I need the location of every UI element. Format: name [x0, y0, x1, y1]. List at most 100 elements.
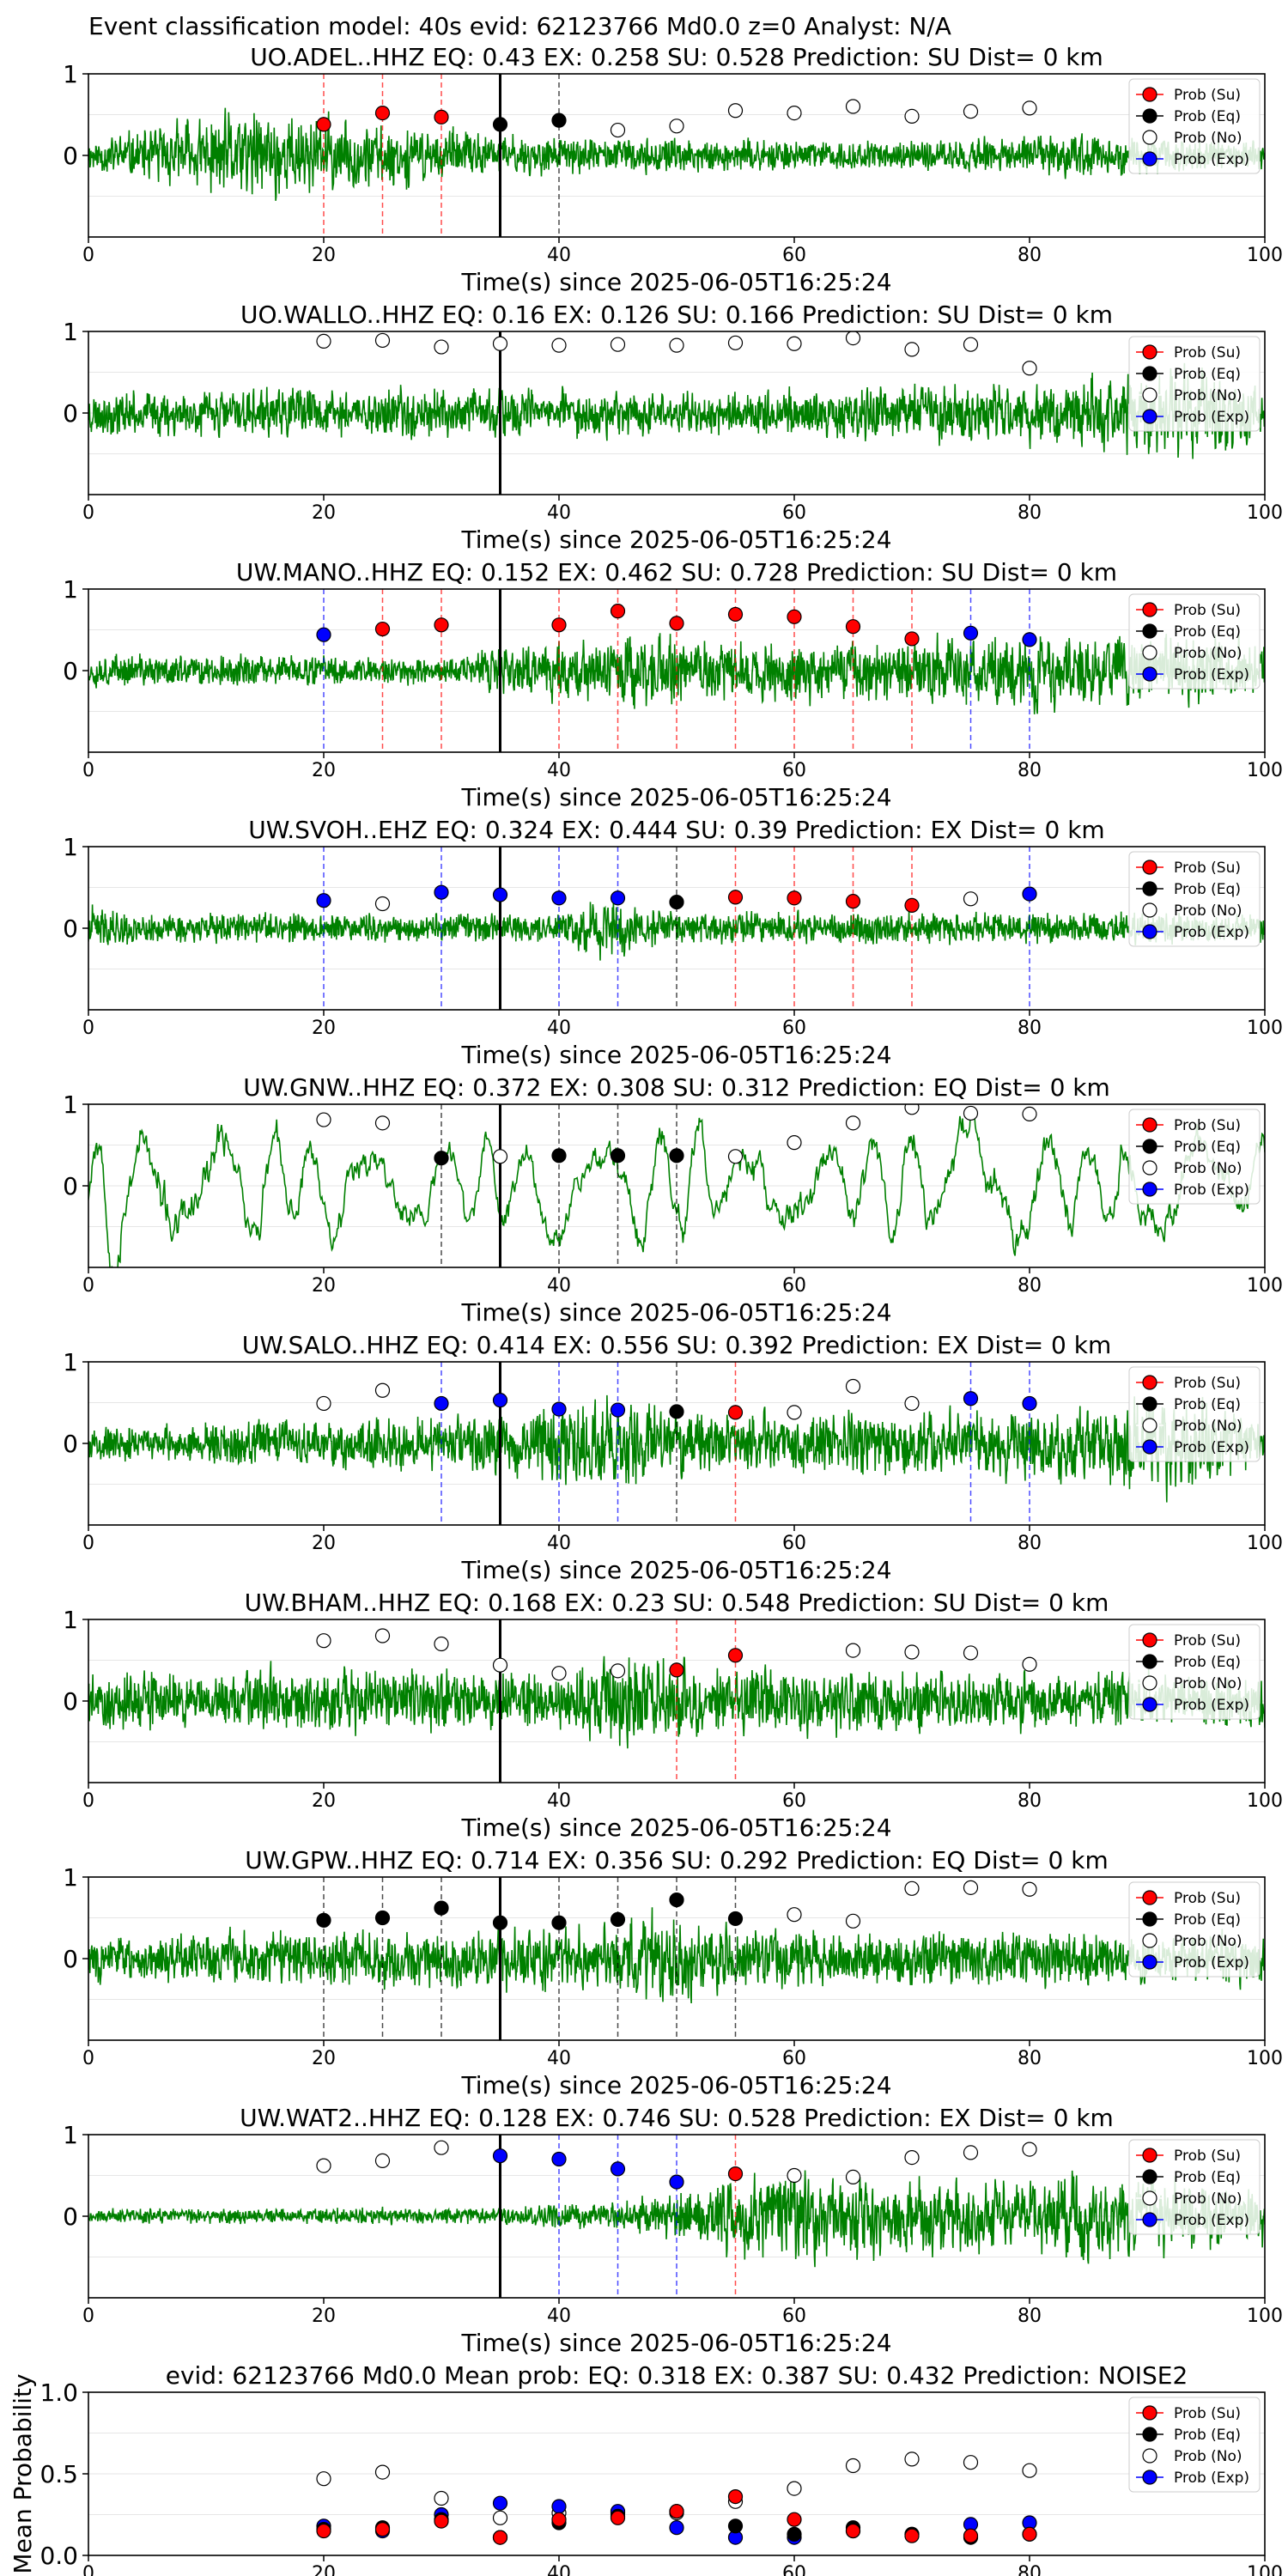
legend-label: Prob (Su): [1174, 602, 1241, 619]
prob-point-eq: [374, 1910, 391, 1926]
mean-prob-point-su: [551, 2512, 567, 2527]
prob-point-exp: [316, 893, 331, 908]
legend-label: Prob (Eq): [1174, 366, 1241, 383]
prob-point-exp: [551, 2151, 567, 2167]
prob-point-no: [374, 1382, 391, 1398]
prob-point-no: [904, 108, 920, 124]
waveform-trace: [88, 1107, 1265, 1267]
mean-prob-point-eq: [727, 2518, 744, 2534]
x-tick-label: 80: [1018, 2563, 1042, 2576]
legend-marker-eq: [1142, 881, 1157, 896]
prob-point-no: [787, 106, 802, 121]
waveform-trace: [88, 1907, 1265, 2004]
y-tick-label: 1.0: [39, 2379, 78, 2407]
prob-point-eq: [551, 1148, 567, 1163]
y-tick-label: 0: [63, 1945, 78, 1973]
legend-label: Prob (Exp): [1174, 666, 1249, 683]
prob-point-no: [904, 1880, 920, 1896]
x-tick-label: 20: [312, 760, 336, 781]
x-axis-label: Time(s) since 2025-06-05T16:25:24: [460, 1041, 891, 1069]
panel-6: UW.SALO..HHZ EQ: 0.414 EX: 0.556 SU: 0.3…: [63, 1331, 1283, 1584]
x-tick-label: 0: [82, 1790, 94, 1812]
x-tick-label: 100: [1247, 245, 1283, 266]
prob-point-exp: [492, 1393, 508, 1408]
plot-area: [88, 1362, 1265, 1525]
panel-1: UO.ADEL..HHZ EQ: 0.43 EX: 0.258 SU: 0.52…: [63, 43, 1283, 296]
legend-marker-no: [1142, 1418, 1157, 1433]
prob-point-exp: [316, 627, 331, 642]
prob-point-su: [845, 619, 861, 635]
x-tick-label: 20: [312, 1533, 336, 1554]
prob-point-su: [904, 897, 920, 914]
x-axis-label: Time(s) since 2025-06-05T16:25:24: [460, 783, 891, 811]
legend-marker-no: [1142, 2190, 1157, 2206]
prob-point-no: [374, 1628, 391, 1643]
mean-prob-point-no: [787, 2481, 802, 2496]
prob-point-eq: [669, 894, 684, 910]
legend-label: Prob (Su): [1174, 2405, 1241, 2422]
x-tick-label: 60: [782, 1790, 806, 1812]
prob-point-no: [316, 2158, 331, 2173]
mean-prob-point-no: [904, 2451, 920, 2467]
prob-point-no: [374, 2153, 391, 2168]
prob-point-su: [787, 890, 802, 906]
x-tick-label: 100: [1247, 502, 1283, 524]
x-tick-label: 0: [82, 502, 94, 524]
prob-point-no: [610, 122, 626, 138]
mean-prob-point-exp: [551, 2499, 567, 2514]
legend-label: Prob (Exp): [1174, 1182, 1249, 1199]
prob-point-exp: [434, 884, 449, 900]
prob-point-no: [963, 1645, 979, 1661]
x-tick-label: 40: [547, 2563, 571, 2576]
prob-point-no: [551, 1666, 567, 1681]
mean-prob-point-exp: [669, 2520, 684, 2536]
prob-point-no: [1022, 100, 1037, 116]
waveform-trace: [88, 362, 1265, 459]
x-tick-label: 20: [312, 245, 336, 266]
legend-label: Prob (No): [1174, 1418, 1242, 1435]
legend-label: Prob (Exp): [1174, 151, 1249, 168]
legend-marker-eq: [1142, 1911, 1157, 1927]
prob-point-no: [610, 337, 626, 352]
legend-label: Prob (Exp): [1174, 2470, 1249, 2487]
legend-marker-no: [1142, 2448, 1157, 2464]
y-tick-label: 0: [63, 142, 78, 170]
x-tick-label: 60: [782, 760, 806, 781]
prob-point-exp: [551, 1401, 567, 1417]
legend-box: [1128, 851, 1261, 947]
panel-4: UW.SVOH..EHZ EQ: 0.324 EX: 0.444 SU: 0.3…: [63, 816, 1283, 1069]
prob-point-exp: [492, 2148, 508, 2164]
prob-point-eq: [434, 1900, 449, 1916]
x-tick-label: 60: [782, 245, 806, 266]
prob-point-su: [551, 617, 567, 633]
prob-point-no: [963, 104, 979, 119]
x-axis-label: Time(s) since 2025-06-05T16:25:24: [460, 268, 891, 296]
x-tick-label: 20: [312, 2048, 336, 2069]
prob-point-exp: [1022, 886, 1037, 902]
panel-3: UW.MANO..HHZ EQ: 0.152 EX: 0.462 SU: 0.7…: [63, 558, 1283, 811]
prob-point-no: [845, 2169, 861, 2184]
legend-marker-eq: [1142, 623, 1157, 639]
prob-point-exp: [551, 890, 567, 906]
prob-point-no: [845, 1643, 861, 1658]
x-tick-label: 40: [547, 245, 571, 266]
prob-point-no: [1022, 2142, 1037, 2157]
x-tick-label: 0: [82, 245, 94, 266]
y-tick-label: 0: [63, 657, 78, 685]
legend-marker-no: [1142, 1675, 1157, 1691]
prob-point-su: [727, 2166, 744, 2182]
prob-point-no: [1022, 361, 1037, 376]
legend-marker-su: [1142, 1375, 1157, 1390]
prob-point-su: [727, 1405, 744, 1420]
prob-point-eq: [669, 1404, 684, 1419]
prob-point-no: [963, 1105, 979, 1121]
x-tick-label: 20: [312, 1018, 336, 1039]
legend-marker-exp: [1142, 2470, 1157, 2485]
plot-area: [88, 74, 1265, 237]
prob-point-exp: [1022, 1395, 1037, 1412]
legend-marker-eq: [1142, 2169, 1157, 2184]
x-tick-label: 20: [312, 502, 336, 524]
legend-marker-eq: [1142, 1654, 1157, 1669]
y-tick-label: 0: [63, 1172, 78, 1200]
